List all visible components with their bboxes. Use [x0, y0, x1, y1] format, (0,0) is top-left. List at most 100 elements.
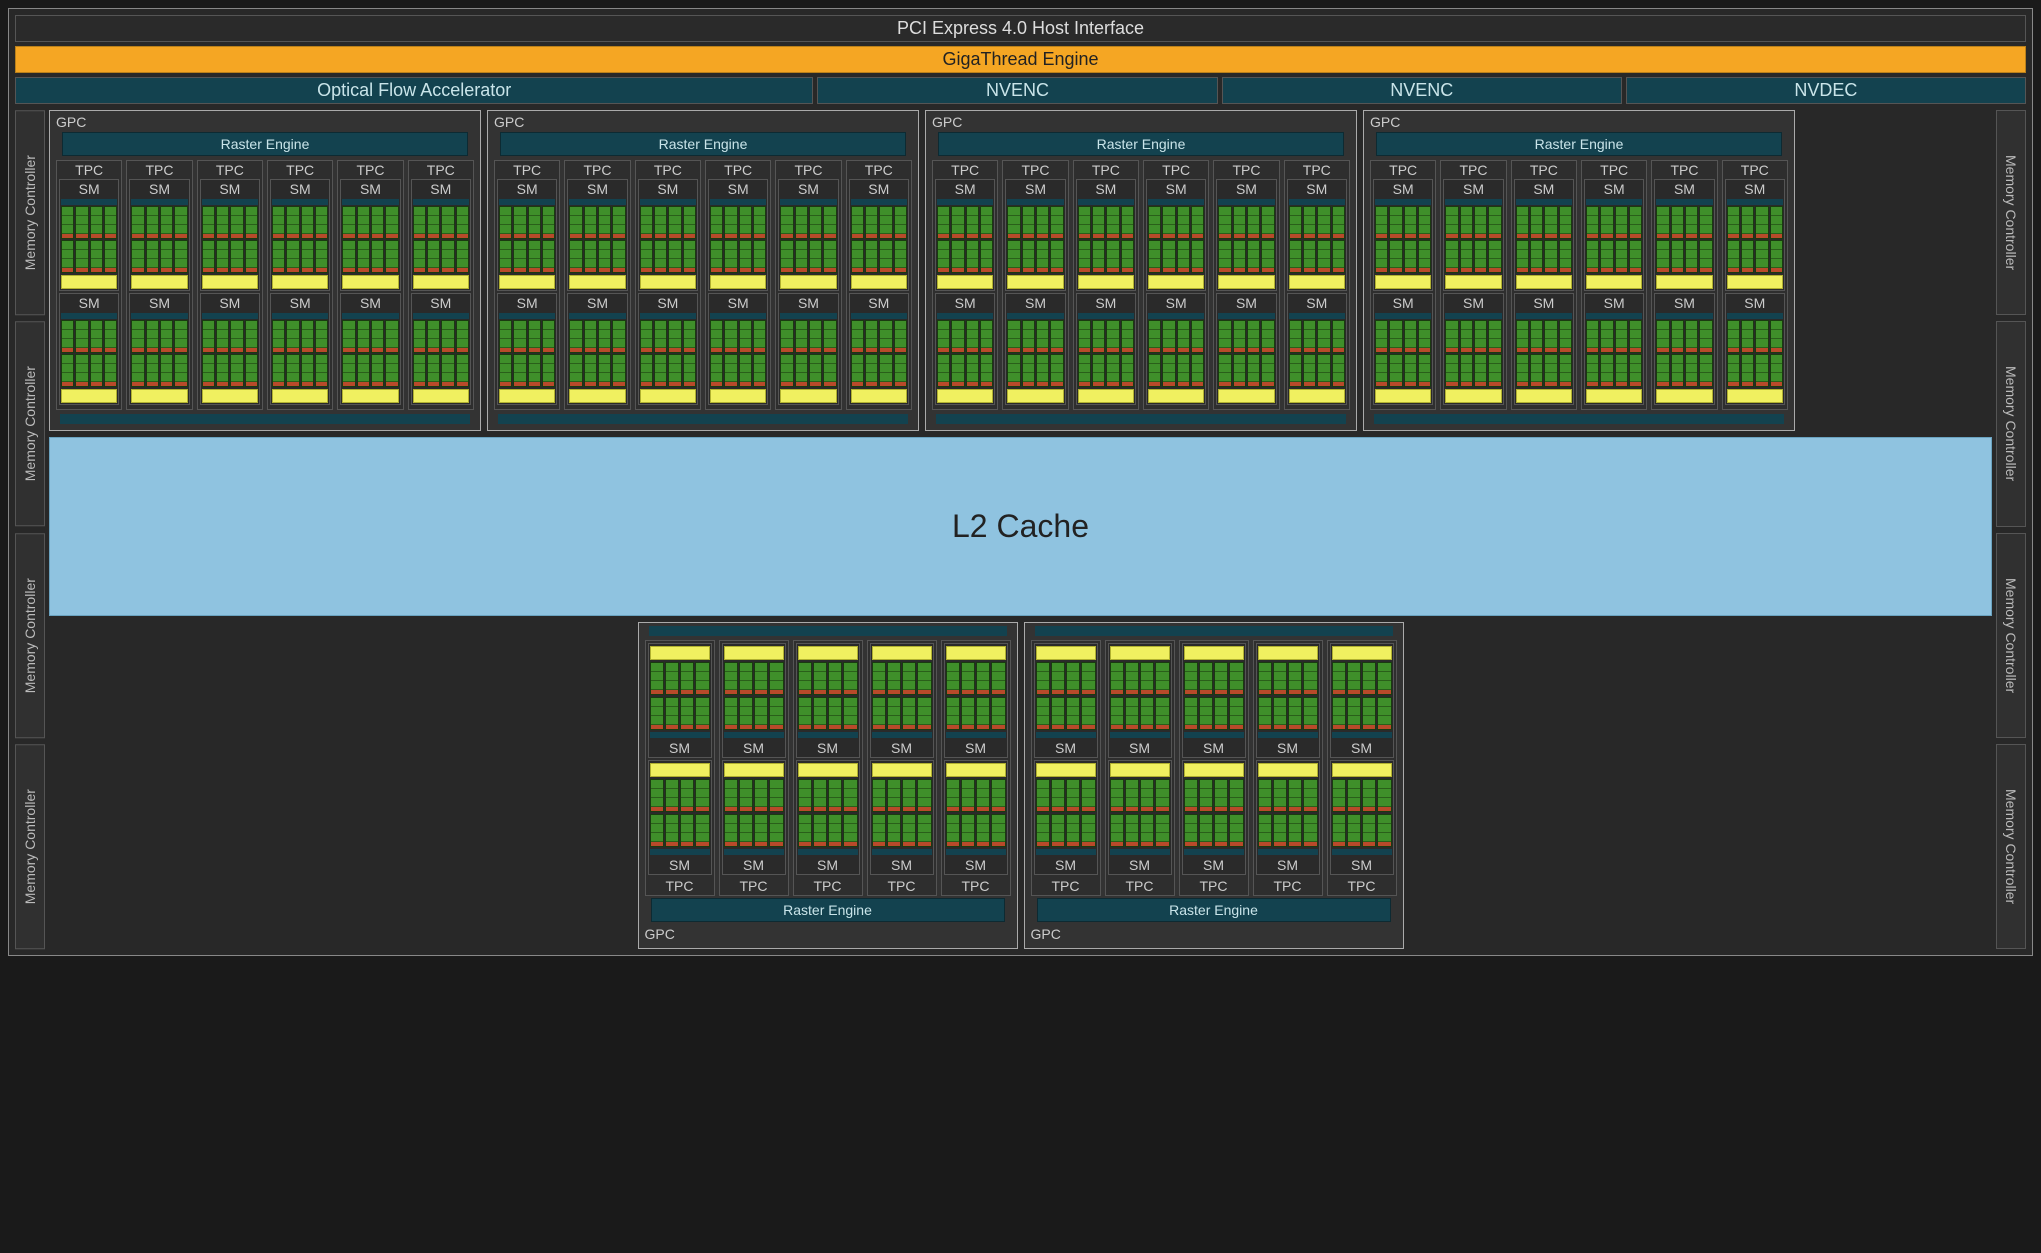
sm-core-grid: [499, 320, 555, 353]
sm-core-grid: [61, 354, 117, 387]
sm-shared-mem: [798, 763, 858, 777]
tpc-block: TPCSMSM: [1722, 160, 1788, 410]
sm-block: SM: [1108, 643, 1172, 758]
tpc-label: TPC: [1512, 161, 1576, 179]
tpc-label: TPC: [1074, 161, 1138, 179]
sm-label: SM: [201, 294, 259, 312]
sm-label: SM: [649, 856, 711, 874]
sm-core-grid: [131, 320, 187, 353]
sm-label: SM: [1109, 856, 1171, 874]
sm-shared-mem: [937, 275, 993, 289]
sm-core-grid: [780, 320, 836, 353]
gpc-block: GPCRaster EngineTPCSMSMTPCSMSMTPCSMSMTPC…: [1024, 622, 1404, 949]
tpc-label: TPC: [1582, 161, 1646, 179]
tpc-label: TPC: [933, 161, 997, 179]
tpc-block: TPCSMSM: [1511, 160, 1577, 410]
sm-block: SM: [1034, 643, 1098, 758]
sm-block: SM: [778, 179, 838, 291]
sm-shared-mem: [724, 646, 784, 660]
sm-block: SM: [1584, 179, 1644, 291]
sm-shared-mem: [1586, 389, 1642, 403]
gpc-block: GPCRaster EngineTPCSMSMTPCSMSMTPCSMSMTPC…: [1363, 110, 1795, 431]
tpc-row: TPCSMSMTPCSMSMTPCSMSMTPCSMSMTPCSMSMTPCSM…: [54, 160, 476, 410]
sm-block: SM: [340, 293, 400, 405]
gpc-footer-bar: [60, 414, 470, 424]
sm-header-bar: [724, 849, 784, 855]
sm-header-bar: [946, 849, 1006, 855]
sm-header-bar: [272, 313, 328, 319]
sm-header-bar: [724, 732, 784, 738]
sm-shared-mem: [1332, 763, 1392, 777]
sm-header-bar: [1445, 199, 1501, 205]
sm-header-bar: [1516, 199, 1572, 205]
sm-block: SM: [59, 293, 119, 405]
sm-block: SM: [1514, 293, 1574, 405]
sm-header-bar: [640, 313, 696, 319]
sm-core-grid: [1110, 779, 1170, 812]
sm-label: SM: [723, 739, 785, 757]
sm-block: SM: [1146, 293, 1206, 405]
sm-block: SM: [1725, 179, 1785, 291]
tpc-label: TPC: [565, 161, 629, 179]
memory-controller: Memory Controller: [1996, 321, 2026, 526]
gpc-label: GPC: [930, 114, 1352, 130]
sm-core-grid: [1036, 779, 1096, 812]
memory-controller: Memory Controller: [1996, 533, 2026, 738]
sm-shared-mem: [851, 275, 907, 289]
sm-block: SM: [270, 293, 330, 405]
sm-core-grid: [272, 206, 328, 239]
sm-core-grid: [851, 354, 907, 387]
raster-engine-bar: Raster Engine: [651, 898, 1005, 922]
sm-core-grid: [1110, 697, 1170, 730]
raster-engine-bar: Raster Engine: [1037, 898, 1391, 922]
sm-core-grid: [724, 697, 784, 730]
sm-core-grid: [1445, 206, 1501, 239]
tpc-block: TPCSMSM: [793, 640, 863, 896]
tpc-label: TPC: [847, 161, 911, 179]
sm-header-bar: [1218, 199, 1274, 205]
sm-shared-mem: [1332, 646, 1392, 660]
sm-shared-mem: [202, 389, 258, 403]
sm-header-bar: [1445, 313, 1501, 319]
sm-core-grid: [872, 662, 932, 695]
tpc-block: TPCSMSM: [1284, 160, 1350, 410]
sm-core-grid: [780, 240, 836, 273]
sm-label: SM: [1444, 294, 1502, 312]
sm-shared-mem: [937, 389, 993, 403]
sm-core-grid: [1258, 779, 1318, 812]
tpc-block: TPCSMSM: [1073, 160, 1139, 410]
sm-label: SM: [1331, 856, 1393, 874]
sm-core-grid: [1148, 320, 1204, 353]
sm-label: SM: [60, 180, 118, 198]
tpc-block: TPCSMSM: [635, 160, 701, 410]
sm-header-bar: [342, 199, 398, 205]
sm-shared-mem: [650, 763, 710, 777]
sm-header-bar: [202, 199, 258, 205]
sm-shared-mem: [569, 275, 625, 289]
sm-core-grid: [342, 240, 398, 273]
sm-header-bar: [1727, 199, 1783, 205]
sm-shared-mem: [724, 763, 784, 777]
tpc-label: TPC: [338, 161, 402, 179]
sm-core-grid: [569, 354, 625, 387]
sm-core-grid: [650, 814, 710, 847]
sm-shared-mem: [780, 275, 836, 289]
sm-block: SM: [708, 293, 768, 405]
sm-block: SM: [1725, 293, 1785, 405]
sm-header-bar: [1036, 849, 1096, 855]
sm-block: SM: [638, 179, 698, 291]
sm-header-bar: [946, 732, 1006, 738]
sm-header-bar: [1332, 732, 1392, 738]
sm-label: SM: [1374, 180, 1432, 198]
sm-core-grid: [1078, 206, 1134, 239]
memory-controller: Memory Controller: [15, 533, 45, 738]
tpc-label: TPC: [1144, 161, 1208, 179]
tpc-label: TPC: [127, 161, 191, 179]
sm-core-grid: [1078, 320, 1134, 353]
memory-controller: Memory Controller: [15, 321, 45, 526]
sm-core-grid: [1289, 354, 1345, 387]
sm-header-bar: [780, 313, 836, 319]
gpc-footer-bar: [1374, 414, 1784, 424]
sm-core-grid: [1727, 354, 1783, 387]
sm-block: SM: [708, 179, 768, 291]
